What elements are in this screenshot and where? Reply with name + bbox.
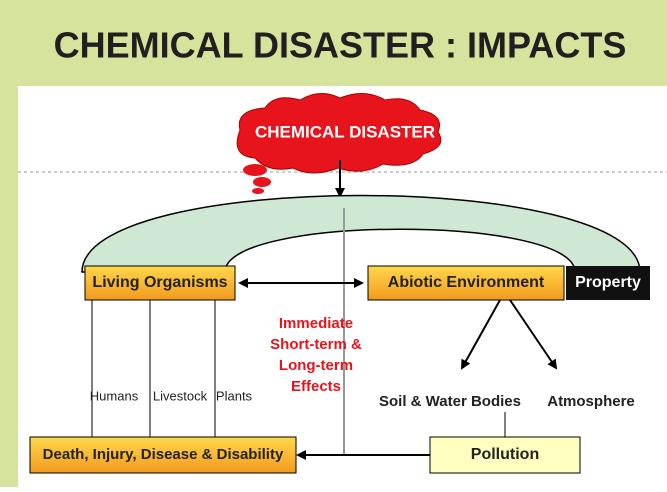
livestock-label: Livestock <box>153 388 208 403</box>
atmosphere-label: Atmosphere <box>547 393 635 410</box>
effects-text: Immediate Short-term & Long-term Effects <box>270 315 362 395</box>
property-label: Property <box>575 274 641 291</box>
arch <box>82 196 640 273</box>
abiotic-label: Abiotic Environment <box>388 274 545 291</box>
effects-line: Effects <box>291 378 341 395</box>
effects-line: Immediate <box>279 315 353 332</box>
source-label: CHEMICAL DISASTER <box>255 122 435 141</box>
living-label: Living Organisms <box>92 274 227 291</box>
arrow <box>462 300 500 368</box>
arrow <box>510 300 556 368</box>
diagram: CHEMICAL DISASTER : IMPACTS CHEMICAL DIS… <box>0 0 667 487</box>
title: CHEMICAL DISASTER : IMPACTS <box>54 25 627 66</box>
effects-line: Short-term & <box>270 336 362 353</box>
soil-label: Soil & Water Bodies <box>379 393 521 410</box>
page: CHEMICAL DISASTER : IMPACTS CHEMICAL DIS… <box>0 0 667 487</box>
outcome-label: Death, Injury, Disease & Disability <box>43 446 284 463</box>
pollution-label: Pollution <box>471 446 539 463</box>
humans-label: Humans <box>90 388 139 403</box>
effects-line: Long-term <box>279 357 353 374</box>
side-band <box>0 86 18 487</box>
plants-label: Plants <box>216 388 253 403</box>
